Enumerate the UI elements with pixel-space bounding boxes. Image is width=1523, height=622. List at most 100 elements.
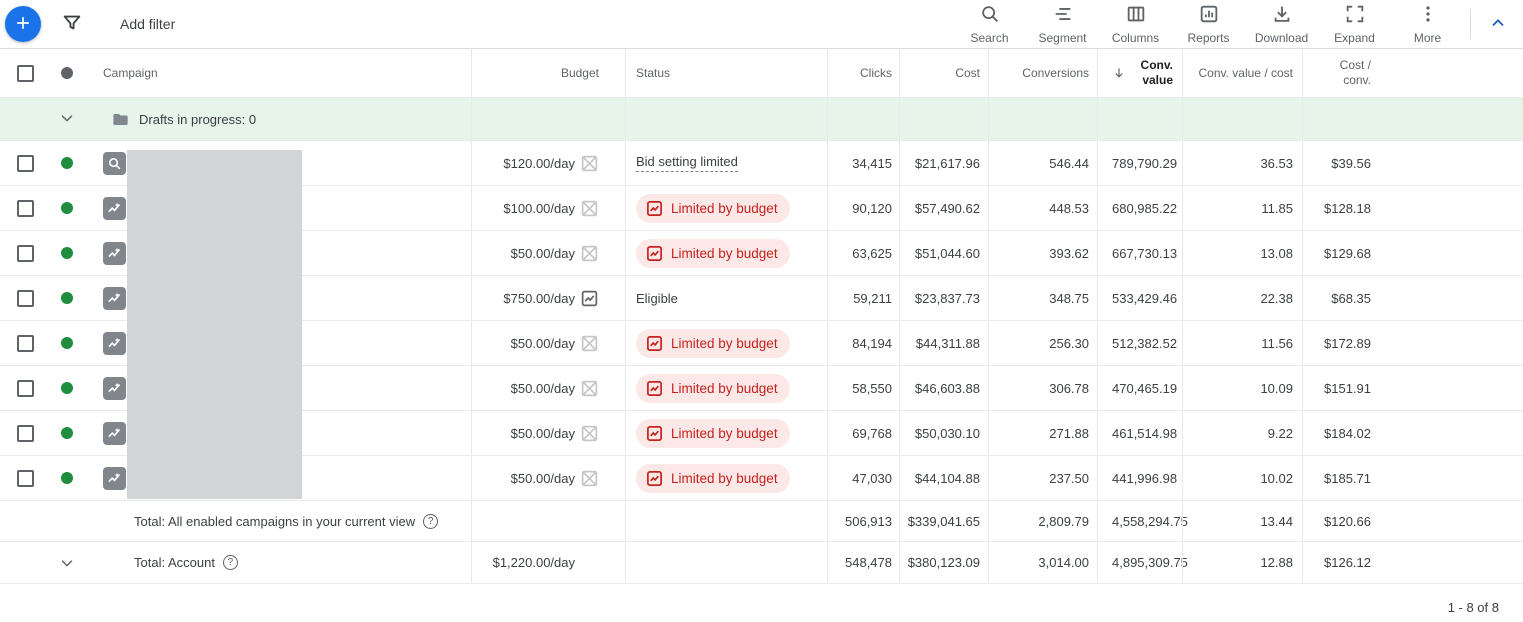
row-checkbox[interactable] <box>17 244 34 262</box>
budget-value[interactable]: $50.00/day <box>510 380 575 396</box>
select-all-checkbox[interactable] <box>17 64 34 82</box>
campaign-name-cell <box>90 141 471 185</box>
status-cell: Limited by budget <box>625 321 827 365</box>
header-conv-value[interactable]: Conv. value <box>1097 49 1182 97</box>
conv-value-cell: 461,514.98 <box>1097 411 1182 455</box>
toolbar-more-button[interactable]: More <box>1391 1 1464 47</box>
campaign-enabled-status-dot[interactable] <box>61 202 73 214</box>
row-checkbox[interactable] <box>17 424 34 442</box>
conversions-cell-value: 348.75 <box>1049 290 1089 306</box>
conv-value-cell-value: 470,465.19 <box>1112 380 1178 396</box>
row-checkbox[interactable] <box>17 154 34 172</box>
budget-value[interactable]: $50.00/day <box>510 335 575 351</box>
conversions-cell: 256.30 <box>988 321 1097 365</box>
conv-value-cost-cell-value: 36.53 <box>1260 155 1293 171</box>
toolbar-download-button[interactable]: Download <box>1245 1 1318 47</box>
total-clicks-cell-value: 548,478 <box>845 555 892 570</box>
total-cost-per-conv-cell-value: $126.12 <box>1324 555 1371 570</box>
status-text: Limited by budget <box>671 380 778 396</box>
cost-per-conv-cell: $151.91 <box>1302 366 1390 410</box>
cost-per-conv-cell-value: $39.56 <box>1331 155 1371 171</box>
campaign-enabled-status-dot[interactable] <box>61 472 73 484</box>
row-checkbox[interactable] <box>17 289 34 307</box>
conversions-cell-value: 393.62 <box>1049 245 1089 261</box>
campaign-enabled-status-dot[interactable] <box>61 337 73 349</box>
drafts-row[interactable]: Drafts in progress: 0 <box>0 98 1523 141</box>
budget-cell: $100.00/day <box>471 186 625 230</box>
budget-value[interactable]: $100.00/day <box>503 200 575 216</box>
folder-icon <box>111 110 130 129</box>
conversions-cell-value: 448.53 <box>1049 200 1089 216</box>
chevron-down-icon <box>58 109 76 130</box>
toolbar-expand-button[interactable]: Expand <box>1318 1 1391 47</box>
campaign-enabled-status-dot[interactable] <box>61 427 73 439</box>
toolbar-columns-button[interactable]: Columns <box>1099 1 1172 47</box>
help-icon[interactable]: ? <box>423 513 439 529</box>
toolbar-search-button[interactable]: Search <box>953 1 1026 47</box>
limited-by-budget-badge[interactable]: Limited by budget <box>636 463 790 493</box>
status-cell: Limited by budget <box>625 366 827 410</box>
performance-max-icon <box>103 376 126 400</box>
pagination-label: 1 - 8 of 8 <box>1447 600 1499 615</box>
header-status[interactable]: Status <box>625 49 827 97</box>
segment-icon <box>1052 3 1074 28</box>
header-conv-value-cost[interactable]: Conv. value / cost <box>1182 49 1302 97</box>
conv-value-cost-cell-value: 13.08 <box>1260 245 1293 261</box>
row-checkbox[interactable] <box>17 334 34 352</box>
total-clicks-cell: 506,913 <box>827 501 899 541</box>
drafts-expand-button[interactable] <box>44 109 90 130</box>
budget-value[interactable]: $50.00/day <box>510 425 575 441</box>
limited-budget-icon <box>646 335 663 352</box>
header-conversions[interactable]: Conversions <box>988 49 1097 97</box>
campaign-name-cell <box>90 321 471 365</box>
header-budget[interactable]: Budget <box>471 49 625 97</box>
limited-by-budget-badge[interactable]: Limited by budget <box>636 373 790 403</box>
clicks-cell: 63,625 <box>827 231 899 275</box>
campaign-enabled-status-dot[interactable] <box>61 382 73 394</box>
header-cost-conv[interactable]: Cost / conv. <box>1302 49 1390 97</box>
toolbar-segment-button[interactable]: Segment <box>1026 1 1099 47</box>
budget-value[interactable]: $120.00/day <box>503 155 575 171</box>
total-status-cell <box>625 542 827 583</box>
collapse-toolbar-button[interactable] <box>1483 9 1513 39</box>
campaign-name-cell <box>90 231 471 275</box>
drafts-label: Drafts in progress: 0 <box>139 111 257 127</box>
budget-value[interactable]: $750.00/day <box>503 290 575 306</box>
limited-by-budget-badge[interactable]: Limited by budget <box>636 418 790 448</box>
budget-value[interactable]: $50.00/day <box>510 470 575 486</box>
header-clicks[interactable]: Clicks <box>827 49 899 97</box>
limited-by-budget-badge[interactable]: Limited by budget <box>636 328 790 358</box>
campaign-enabled-status-dot[interactable] <box>61 157 73 169</box>
row-checkbox[interactable] <box>17 379 34 397</box>
filter-button[interactable] <box>56 8 88 40</box>
limited-by-budget-badge[interactable]: Limited by budget <box>636 193 790 223</box>
help-icon[interactable]: ? <box>222 555 238 570</box>
table-footer: 1 - 8 of 8 <box>0 584 1523 615</box>
total-conversions-cell: 2,809.79 <box>988 501 1097 541</box>
add-filter-button[interactable]: Add filter <box>120 16 176 32</box>
conv-value-cost-cell: 9.22 <box>1182 411 1302 455</box>
conv-value-cell: 789,790.29 <box>1097 141 1182 185</box>
cost-per-conv-cell: $172.89 <box>1302 321 1390 365</box>
header-campaign[interactable]: Campaign <box>103 66 158 80</box>
total-cost-cell: $339,041.65 <box>899 501 988 541</box>
row-checkbox[interactable] <box>17 199 34 217</box>
campaign-enabled-status-dot[interactable] <box>61 292 73 304</box>
limited-by-budget-badge[interactable]: Limited by budget <box>636 238 790 268</box>
plus-icon <box>13 13 33 36</box>
cost-cell: $21,617.96 <box>899 141 988 185</box>
header-cost[interactable]: Cost <box>899 49 988 97</box>
toolbar-reports-button[interactable]: Reports <box>1172 1 1245 47</box>
add-campaign-button[interactable] <box>5 6 41 42</box>
cost-per-conv-cell: $184.02 <box>1302 411 1390 455</box>
toolbar-divider <box>1470 9 1471 39</box>
row-checkbox[interactable] <box>17 469 34 487</box>
total-conv-value-cell-value: 4,895,309.75 <box>1112 555 1188 570</box>
status-text[interactable]: Bid setting limited <box>636 154 738 172</box>
total-conv-value-cell: 4,895,309.75 <box>1097 542 1188 583</box>
campaign-enabled-status-dot[interactable] <box>61 247 73 259</box>
cost-cell: $57,490.62 <box>899 186 988 230</box>
account-total-expand-button[interactable] <box>44 554 90 572</box>
conversions-cell-value: 237.50 <box>1049 470 1089 486</box>
budget-value[interactable]: $50.00/day <box>510 245 575 261</box>
